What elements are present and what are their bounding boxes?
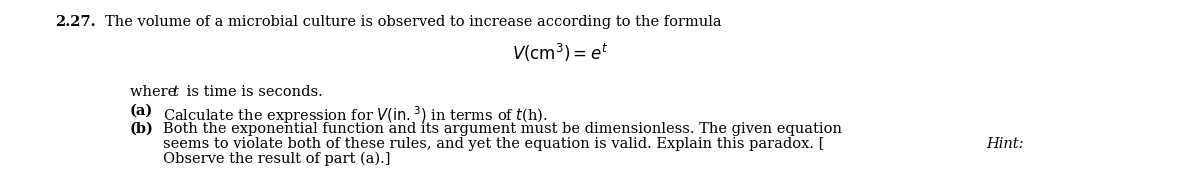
Text: (a): (a) — [130, 104, 154, 118]
Text: seems to violate both of these rules, and yet the equation is valid. Explain thi: seems to violate both of these rules, an… — [163, 137, 824, 151]
Text: Calculate the expression for $V(\mathrm{in.}^3)$ in terms of $t$(h).: Calculate the expression for $V(\mathrm{… — [163, 104, 547, 126]
Text: $V(\mathrm{cm}^3) = e^t$: $V(\mathrm{cm}^3) = e^t$ — [512, 42, 608, 64]
Text: (b): (b) — [130, 122, 154, 136]
Text: Hint:: Hint: — [986, 137, 1024, 151]
Text: Both the exponential function and its argument must be dimensionless. The given : Both the exponential function and its ar… — [163, 122, 842, 136]
Text: where: where — [130, 85, 181, 99]
Text: The volume of a microbial culture is observed to increase according to the formu: The volume of a microbial culture is obs… — [106, 15, 721, 29]
Text: t: t — [172, 85, 178, 99]
Text: is time is seconds.: is time is seconds. — [182, 85, 323, 99]
Text: Observe the result of part (a).]: Observe the result of part (a).] — [163, 152, 390, 166]
Text: 2.27.: 2.27. — [55, 15, 96, 29]
